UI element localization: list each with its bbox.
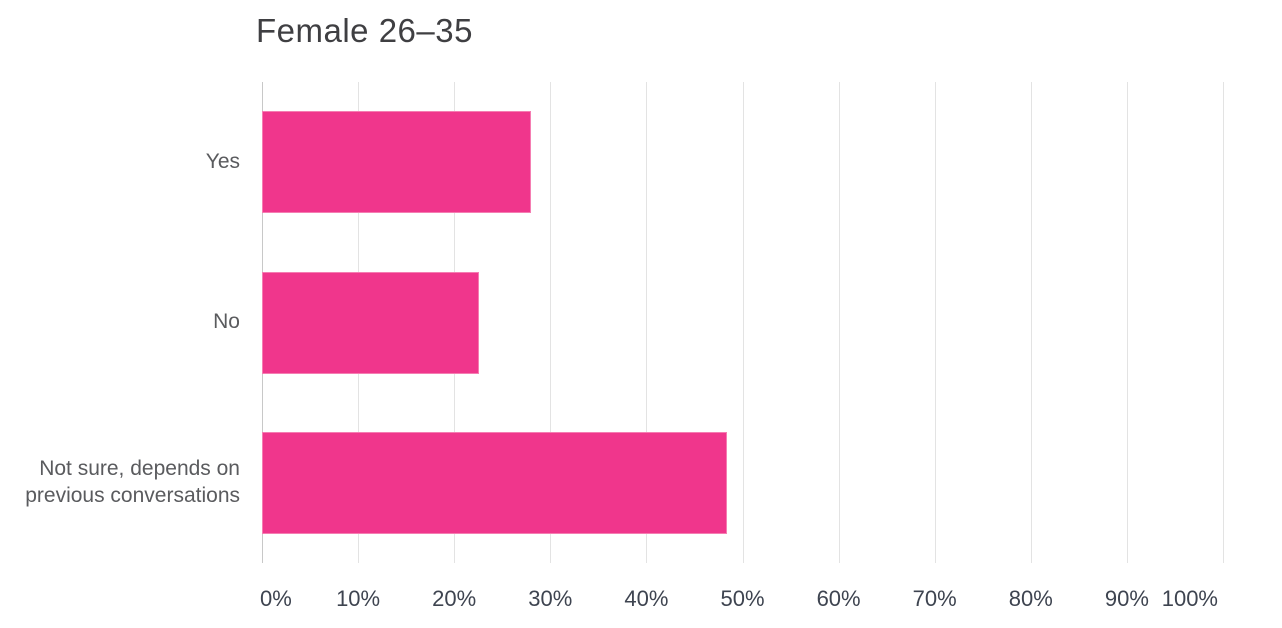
x-tick-label: 100% (1161, 586, 1218, 611)
x-tick-label: 0% (260, 586, 292, 611)
gridline (742, 82, 744, 563)
category-axis: Yes No Not sure, depends on previous conve… (0, 82, 250, 563)
category-label: Not sure, depends on previous conversati… (25, 456, 240, 507)
gridline (838, 82, 840, 563)
gridline (1223, 82, 1224, 563)
x-axis: 0% 10% 20% 30% 40% 50% 60% 70% 80% 90% 100% (260, 586, 1223, 616)
x-tick-label: 80% (1008, 586, 1053, 611)
gridline (1030, 82, 1032, 563)
gridline (550, 82, 552, 563)
category-label: Yes (205, 149, 240, 173)
bar-0 (262, 111, 532, 214)
plot-area (262, 82, 1224, 563)
category-label: No (213, 310, 240, 334)
x-tick-label: 70% (912, 586, 957, 611)
x-tick-label: 60% (816, 586, 861, 611)
x-tick-label: 10% (336, 586, 381, 611)
gridline (646, 82, 648, 563)
x-tick-label: 50% (720, 586, 765, 611)
x-tick-label: 40% (624, 586, 669, 611)
bar-2 (262, 431, 728, 534)
chart-title: Female 26–35 (256, 12, 473, 49)
x-tick-label: 20% (432, 586, 477, 611)
gridline (1126, 82, 1128, 563)
x-tick-label: 30% (528, 586, 573, 611)
gridline (934, 82, 936, 563)
bar-1 (262, 271, 480, 374)
x-tick-label: 90% (1104, 586, 1149, 611)
